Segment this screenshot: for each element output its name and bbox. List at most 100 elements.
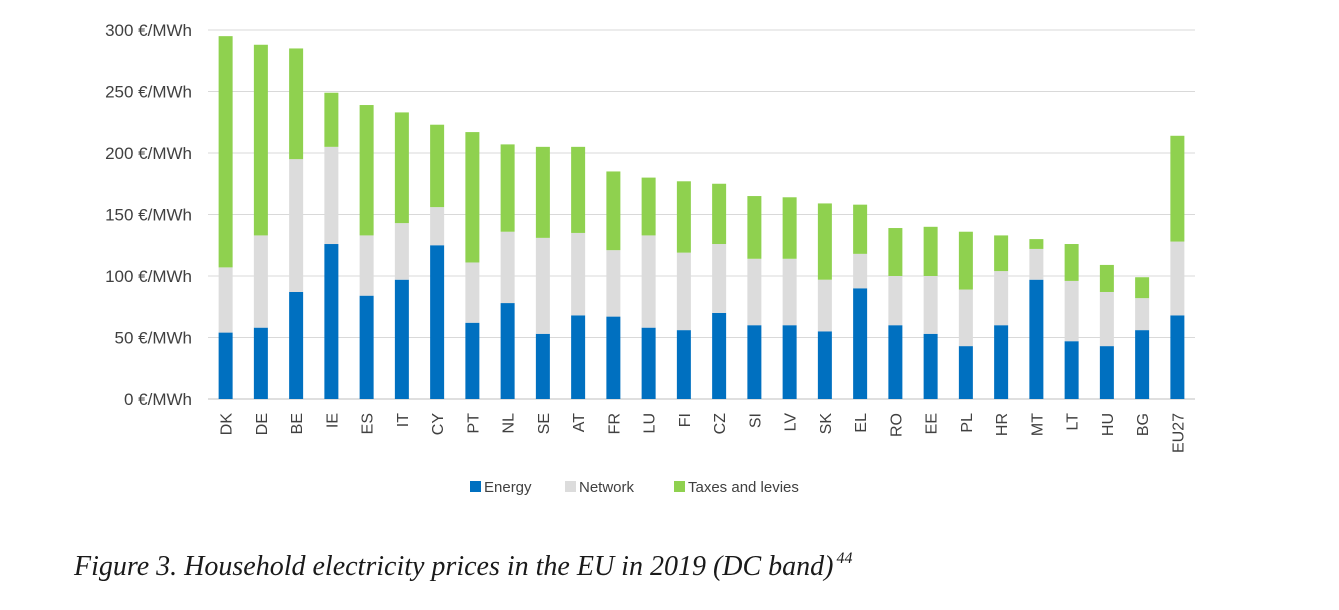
x-tick-label: ES	[360, 413, 377, 434]
bar-energy-si	[747, 325, 762, 399]
x-tick-label: BE	[289, 413, 306, 434]
bar-network-fr	[606, 250, 621, 317]
y-tick-label: 300 €/MWh	[105, 21, 192, 40]
y-tick-label: 200 €/MWh	[105, 144, 192, 163]
bar-taxes-and-levies-pt	[465, 132, 480, 263]
bar-taxes-and-levies-at	[571, 146, 586, 233]
bar-network-lv	[782, 258, 797, 326]
bar-taxes-and-levies-hr	[994, 235, 1009, 272]
bars	[218, 36, 1185, 399]
bar-energy-hu	[1099, 346, 1114, 399]
x-tick-label: LT	[1065, 413, 1082, 431]
bar-network-hu	[1099, 291, 1114, 347]
bar-taxes-and-levies-it	[394, 112, 409, 224]
bar-network-mt	[1029, 248, 1044, 280]
y-tick-label: 100 €/MWh	[105, 267, 192, 286]
x-tick-label: PT	[465, 413, 482, 434]
bar-network-it	[394, 223, 409, 280]
stacked-bar-chart: 0 €/MWh 50 €/MWh 100 €/MWh 150 €/MWh 200 €/M…	[105, 21, 1195, 496]
bar-taxes-and-levies-lv	[782, 197, 797, 259]
x-tick-label: IE	[324, 413, 341, 428]
y-tick-label: 250 €/MWh	[105, 83, 192, 102]
bar-taxes-and-levies-bg	[1135, 277, 1150, 299]
x-tick-label: EE	[924, 413, 941, 434]
caption-text: Figure 3. Household electricity prices i…	[74, 551, 834, 582]
bar-energy-dk	[218, 332, 233, 399]
bar-energy-be	[289, 291, 304, 399]
bar-taxes-and-levies-be	[289, 48, 304, 160]
x-tick-label: NL	[501, 413, 518, 434]
bar-taxes-and-levies-el	[853, 204, 868, 254]
bar-network-nl	[500, 231, 515, 304]
caption-footnote: 44	[836, 550, 853, 567]
bar-energy-fi	[676, 330, 691, 399]
bar-network-se	[535, 237, 550, 334]
x-tick-label: LV	[783, 413, 800, 432]
bar-energy-nl	[500, 303, 515, 399]
x-tick-label: BG	[1135, 413, 1152, 436]
gridlines	[208, 29, 1195, 400]
legend-label: Network	[579, 479, 635, 496]
legend-swatch-taxes-and-levies	[674, 481, 685, 492]
y-tick-label: 50 €/MWh	[115, 329, 192, 348]
bar-network-cy	[430, 207, 445, 246]
bar-energy-de	[253, 327, 268, 399]
bar-taxes-and-levies-es	[359, 105, 374, 236]
bar-network-es	[359, 235, 374, 296]
legend-label: Taxes and levies	[688, 479, 799, 496]
bar-energy-cz	[712, 312, 727, 399]
bar-network-pt	[465, 262, 480, 323]
bar-taxes-and-levies-cy	[430, 124, 445, 208]
x-axis: DK DE BE IE ES IT CY PT NL SE AT FR LU FI CZ SI LV SK EL RO…	[219, 413, 1188, 453]
x-tick-label: MT	[1029, 413, 1046, 436]
bar-energy-lv	[782, 325, 797, 399]
bar-network-ee	[923, 276, 938, 334]
bar-energy-lu	[641, 327, 656, 399]
legend-label: Energy	[484, 479, 532, 496]
bar-energy-ro	[888, 325, 903, 399]
x-tick-label: HR	[994, 413, 1011, 436]
bar-taxes-and-levies-hu	[1099, 264, 1114, 292]
bar-energy-mt	[1029, 279, 1044, 399]
bar-taxes-and-levies-lt	[1064, 244, 1079, 281]
bar-network-el	[853, 253, 868, 289]
bar-network-sk	[817, 279, 832, 332]
bar-network-lu	[641, 235, 656, 328]
x-tick-label: DK	[219, 413, 236, 436]
bar-energy-se	[535, 333, 550, 399]
bar-taxes-and-levies-ro	[888, 228, 903, 276]
bar-taxes-and-levies-ee	[923, 226, 938, 276]
x-tick-label: LU	[642, 413, 659, 433]
bar-energy-at	[571, 315, 586, 399]
bar-network-cz	[712, 244, 727, 313]
y-axis: 0 €/MWh 50 €/MWh 100 €/MWh 150 €/MWh 200 €/M…	[105, 21, 192, 409]
bar-energy-hr	[994, 325, 1009, 399]
bar-energy-sk	[817, 331, 832, 399]
x-tick-label: DE	[254, 413, 271, 435]
x-tick-label: FR	[606, 413, 623, 434]
legend-swatch-energy	[470, 481, 481, 492]
x-tick-label: IT	[395, 413, 412, 427]
bar-energy-bg	[1135, 330, 1150, 399]
legend-swatch-network	[565, 481, 576, 492]
x-tick-label: RO	[888, 413, 905, 437]
bar-taxes-and-levies-lu	[641, 177, 656, 236]
bar-network-pl	[958, 289, 973, 347]
bar-taxes-and-levies-fi	[676, 181, 691, 253]
bar-taxes-and-levies-de	[253, 44, 268, 236]
x-tick-label: PL	[959, 413, 976, 433]
bar-energy-pl	[958, 346, 973, 399]
x-tick-label: SE	[536, 413, 553, 434]
bar-taxes-and-levies-pl	[958, 231, 973, 290]
x-tick-label: CZ	[712, 413, 729, 435]
figure-caption: Figure 3. Household electricity prices i…	[74, 550, 853, 583]
bar-energy-eu27	[1170, 315, 1185, 399]
bar-taxes-and-levies-fr	[606, 171, 621, 251]
bar-taxes-and-levies-dk	[218, 36, 233, 268]
bar-network-lt	[1064, 280, 1079, 342]
y-tick-label: 150 €/MWh	[105, 206, 192, 225]
bar-network-ro	[888, 276, 903, 326]
bar-energy-it	[394, 279, 409, 399]
x-tick-label: CY	[430, 413, 447, 436]
x-tick-label: FI	[677, 413, 694, 427]
